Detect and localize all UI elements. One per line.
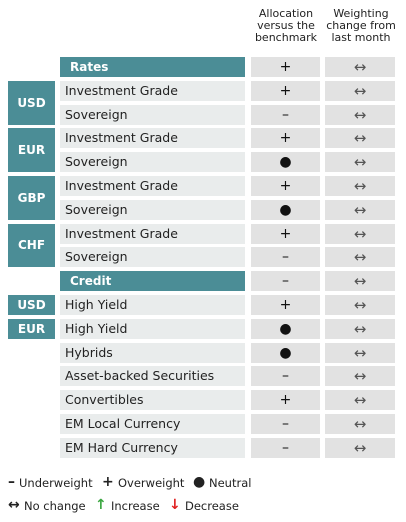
row-label: Investment Grade <box>60 176 245 196</box>
weighting-cell: ↔ <box>325 152 395 173</box>
allocation-cell: – <box>251 104 320 125</box>
allocation-cell: + <box>251 128 320 149</box>
legend-label: Neutral <box>209 476 252 490</box>
allocation-cell: ● <box>251 318 320 339</box>
row-label: Investment Grade <box>60 128 245 149</box>
legend-symbol: ↑ <box>95 497 107 513</box>
allocation-cell: – <box>251 414 320 434</box>
row-label: Asset-backed Securities <box>60 366 245 387</box>
weighting-cell: ↔ <box>325 390 395 411</box>
legend-symbol: ● <box>193 474 206 490</box>
weighting-cell: ↔ <box>325 366 395 387</box>
region-label: GBP <box>8 176 55 220</box>
weighting-cell: ↔ <box>325 295 395 315</box>
legend-symbol: ↓ <box>169 497 181 513</box>
legend-label: Decrease <box>185 499 239 513</box>
weighting-cell: ↔ <box>325 271 395 292</box>
legend-symbol: – <box>8 474 15 490</box>
weighting-cell: ↔ <box>325 414 395 434</box>
allocation-cell: – <box>251 271 320 292</box>
weighting-cell: ↔ <box>325 57 395 77</box>
row-label: Hybrids <box>60 342 245 363</box>
section-header: Rates <box>60 57 245 77</box>
allocation-cell: ● <box>251 152 320 173</box>
row-label: EM Local Currency <box>60 414 245 434</box>
allocation-cell: ● <box>251 199 320 220</box>
row-label: EM Hard Currency <box>60 437 245 458</box>
allocation-cell: + <box>251 57 320 77</box>
allocation-cell: + <box>251 295 320 315</box>
allocation-cell: + <box>251 80 320 101</box>
weighting-cell: ↔ <box>325 318 395 339</box>
legend-symbol: ↔ <box>8 497 20 513</box>
weighting-cell: ↔ <box>325 199 395 220</box>
row-label: Investment Grade <box>60 80 245 101</box>
section-header: Credit <box>60 271 245 292</box>
weighting-cell: ↔ <box>325 176 395 196</box>
region-label: CHF <box>8 223 55 268</box>
allocation-cell: + <box>251 390 320 411</box>
legend-label: Overweight <box>118 476 185 490</box>
region-label: EUR <box>8 318 55 339</box>
allocation-cell: + <box>251 176 320 196</box>
row-label: Sovereign <box>60 247 245 268</box>
weighting-cell: ↔ <box>325 342 395 363</box>
allocation-cell: – <box>251 437 320 458</box>
row-label: Sovereign <box>60 104 245 125</box>
region-label: USD <box>8 295 55 315</box>
legend-label: Underweight <box>19 476 93 490</box>
weighting-cell: ↔ <box>325 128 395 149</box>
legend-symbol: + <box>102 474 114 490</box>
row-label: Sovereign <box>60 199 245 220</box>
row-label: High Yield <box>60 295 245 315</box>
weighting-header: Weighting change from last month <box>326 7 396 44</box>
weighting-cell: ↔ <box>325 437 395 458</box>
region-label: USD <box>8 80 55 125</box>
legend-label: Increase <box>111 499 160 513</box>
weighting-cell: ↔ <box>325 104 395 125</box>
allocation-header: Allocation versus the benchmark <box>254 7 318 44</box>
allocation-cell: – <box>251 247 320 268</box>
weighting-cell: ↔ <box>325 247 395 268</box>
row-label: High Yield <box>60 318 245 339</box>
row-label: Investment Grade <box>60 223 245 244</box>
legend-label: No change <box>24 499 86 513</box>
allocation-cell: – <box>251 366 320 387</box>
weighting-cell: ↔ <box>325 80 395 101</box>
allocation-cell: ● <box>251 342 320 363</box>
row-label: Sovereign <box>60 152 245 173</box>
allocation-cell: + <box>251 223 320 244</box>
weighting-cell: ↔ <box>325 223 395 244</box>
row-label: Convertibles <box>60 390 245 411</box>
region-label: EUR <box>8 128 55 173</box>
